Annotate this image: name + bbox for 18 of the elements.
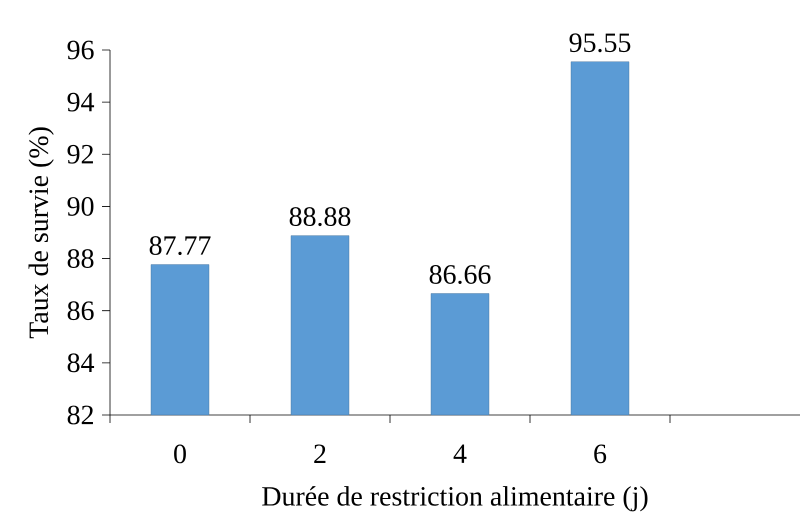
- y-tick-label: 94: [68, 92, 94, 112]
- data-label: 87.77: [150, 236, 211, 256]
- y-tick-label: 88: [68, 249, 94, 268]
- x-axis-title: Durée de restriction alimentaire (j): [262, 486, 648, 512]
- data-label: 88.88: [290, 207, 350, 226]
- y-tick-label: 96: [68, 40, 94, 60]
- x-tick-label: 6: [594, 444, 606, 464]
- y-tick-label: 84: [68, 353, 94, 372]
- y-axis-title: Taux de survie (%): [28, 127, 54, 338]
- y-tick-label: 82: [68, 406, 93, 424]
- x-tick-label: 4: [454, 444, 467, 463]
- y-tick-label: 92: [68, 144, 93, 164]
- x-tick-label: 0: [174, 444, 186, 464]
- y-tick-label: 86: [68, 301, 94, 320]
- x-tick-label: 2: [314, 444, 326, 463]
- y-tick-label: 90: [68, 197, 94, 216]
- data-label: 86.66: [430, 265, 491, 284]
- data-label: 95.55: [570, 33, 630, 52]
